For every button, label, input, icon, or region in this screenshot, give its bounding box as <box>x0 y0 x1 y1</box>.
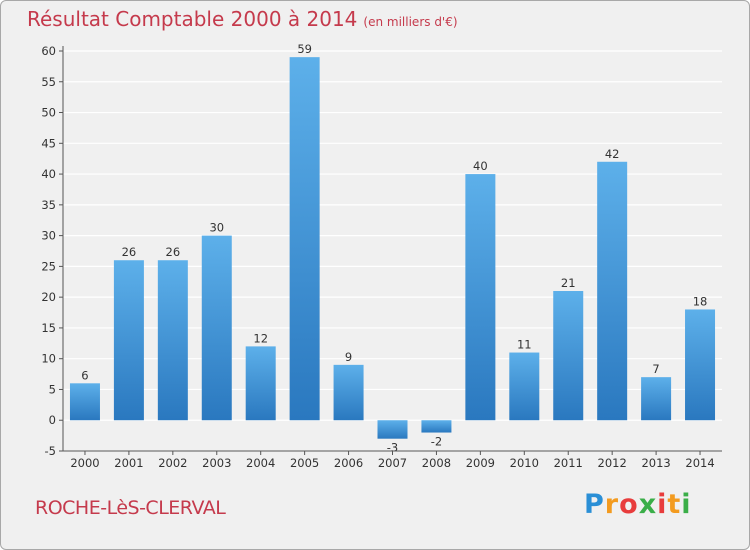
x-tick-label-2008: 2008 <box>422 456 451 470</box>
y-tick-label: 15 <box>41 321 56 335</box>
logo-letter: i <box>657 489 668 520</box>
bar-2008 <box>421 420 452 433</box>
logo-letter: x <box>638 489 658 520</box>
x-tick-label-2010: 2010 <box>510 456 539 470</box>
x-tick-label-2000: 2000 <box>70 456 99 470</box>
logo-letter: r <box>604 489 620 520</box>
bars: 6 26 26 30 12 59 9 -3 -2 40 11 21 42 7 18 <box>69 42 716 455</box>
data-label-2011: 21 <box>561 276 576 290</box>
bar-2006 <box>333 364 364 421</box>
data-label-2007: -3 <box>387 441 398 455</box>
logo-letter: i <box>681 489 692 520</box>
bar-2002 <box>157 260 188 421</box>
chart-title: Résultat Comptable 2000 à 2014 (en millie… <box>27 7 458 31</box>
y-tick-label: 45 <box>41 136 56 150</box>
bar-2013 <box>641 377 672 421</box>
x-tick-label-2013: 2013 <box>641 456 670 470</box>
bar-2004 <box>245 346 276 421</box>
y-tick-label: -5 <box>45 444 56 458</box>
data-label-2006: 9 <box>345 350 352 364</box>
y-tick-label: 55 <box>41 75 56 89</box>
data-label-2009: 40 <box>473 159 488 173</box>
chart-title-text: Résultat Comptable 2000 à 2014 <box>27 7 358 31</box>
bar-2007 <box>377 420 408 439</box>
bar-2010 <box>509 352 540 421</box>
y-tick-label: 60 <box>41 44 56 58</box>
x-tick-label-2011: 2011 <box>554 456 583 470</box>
x-tick-label-2009: 2009 <box>466 456 495 470</box>
data-label-2002: 26 <box>166 245 181 259</box>
x-tick-label-2003: 2003 <box>202 456 231 470</box>
data-label-2014: 18 <box>693 294 708 308</box>
y-tick-label: 10 <box>41 352 56 366</box>
bar-2014 <box>685 309 716 421</box>
y-tick-label: 30 <box>41 229 56 243</box>
x-tick-label-2012: 2012 <box>598 456 627 470</box>
y-tick-label: 20 <box>41 290 56 304</box>
commune-name: ROCHE-LèS-CLERVAL <box>35 497 226 519</box>
data-label-2010: 11 <box>517 338 532 352</box>
x-tick-label-2001: 2001 <box>114 456 143 470</box>
x-tick-label-2002: 2002 <box>158 456 187 470</box>
data-label-2003: 30 <box>209 221 224 235</box>
bar-2012 <box>597 161 628 421</box>
chart-subtitle: (en milliers d'€) <box>363 15 458 29</box>
data-label-2004: 12 <box>253 331 268 345</box>
data-label-2001: 26 <box>122 245 137 259</box>
x-tick-label-2006: 2006 <box>334 456 363 470</box>
x-tick-label-2014: 2014 <box>685 456 714 470</box>
axes: -5 0 5 10 15 20 25 30 35 40 45 50 55 60 2000 2001 2002 20… <box>41 44 722 470</box>
bar-2011 <box>553 291 584 421</box>
y-tick-label: 35 <box>41 198 56 212</box>
x-tick-label-2004: 2004 <box>246 456 275 470</box>
bar-2003 <box>201 235 232 421</box>
logo-letter: P <box>584 489 605 520</box>
bar-2001 <box>113 260 144 421</box>
y-tick-label: 40 <box>41 167 56 181</box>
x-tick-label-2007: 2007 <box>378 456 407 470</box>
x-tick-label-2005: 2005 <box>290 456 319 470</box>
logo-letter: t <box>667 489 682 520</box>
y-tick-label: 50 <box>41 106 56 120</box>
data-label-2008: -2 <box>431 435 442 449</box>
data-label-2012: 42 <box>605 147 620 161</box>
y-tick-label: 25 <box>41 259 56 273</box>
bar-2000 <box>69 383 100 421</box>
bar-2009 <box>465 174 496 421</box>
data-label-2005: 59 <box>297 42 312 56</box>
logo-letter: o <box>619 489 639 520</box>
y-tick-label: 0 <box>49 413 56 427</box>
y-tick-label: 5 <box>49 382 56 396</box>
bar-2005 <box>289 57 320 421</box>
data-label-2013: 7 <box>652 362 659 376</box>
proxiti-logo[interactable]: Proxiti <box>584 489 692 520</box>
data-label-2000: 6 <box>81 368 88 382</box>
